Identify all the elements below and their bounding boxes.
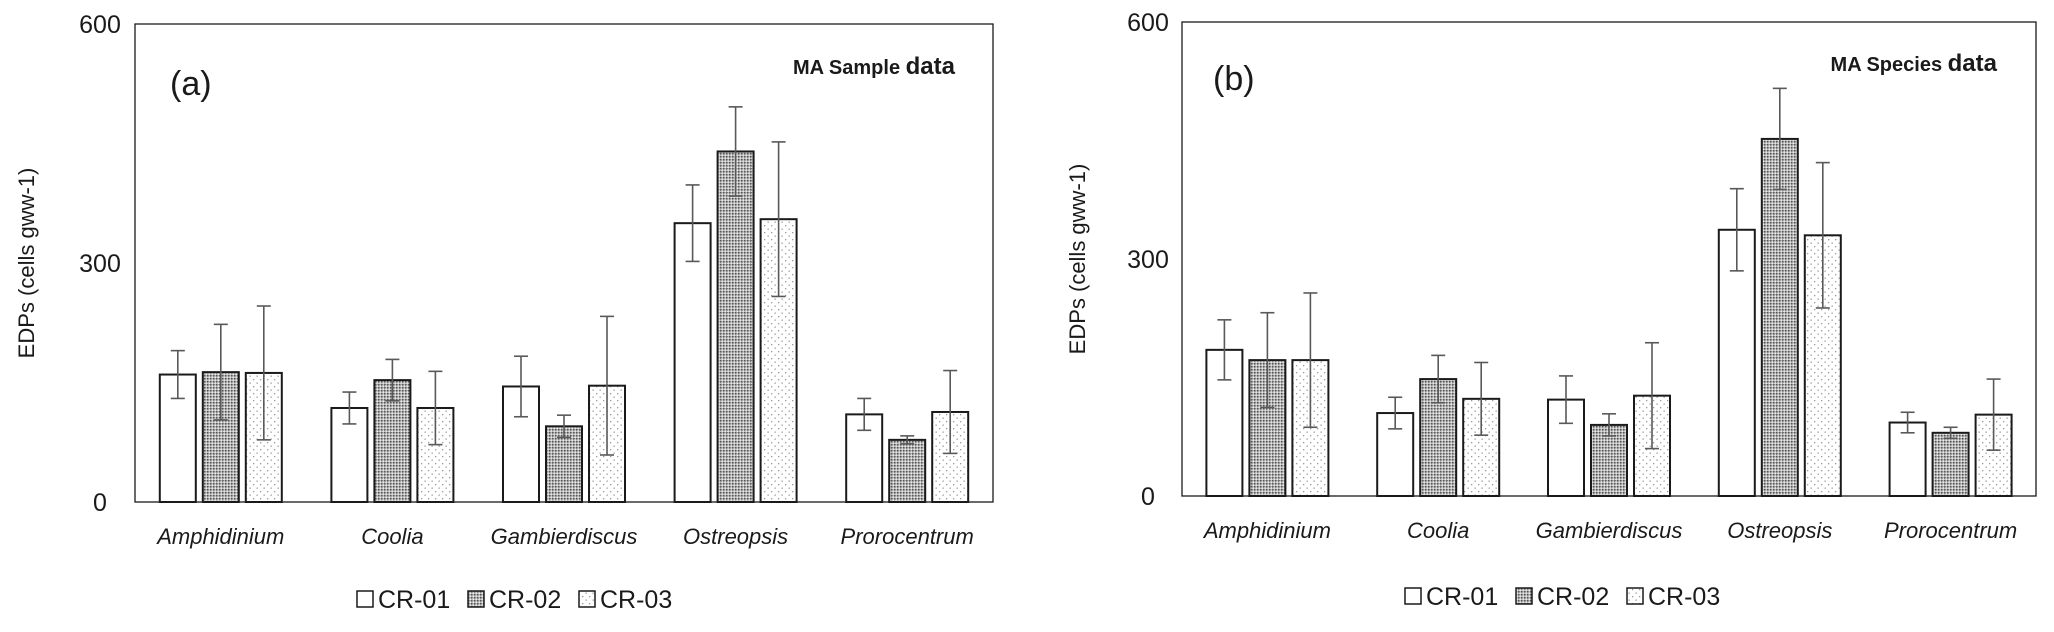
bar-cr-02-ostreopsis xyxy=(1760,137,1799,497)
legend-swatch xyxy=(1626,587,1644,605)
legend-item-cr-01: CR-01 xyxy=(1404,583,1498,611)
x-category-label: Coolia xyxy=(361,524,423,549)
legend-item-cr-02: CR-02 xyxy=(1515,583,1609,611)
error-bar-cr-02-ostreopsis xyxy=(1772,87,1787,191)
error-bar-cr-03-coolia xyxy=(1474,361,1489,436)
error-bar-cr-03-prorocentrum xyxy=(1986,378,2001,451)
legend-label: CR-01 xyxy=(378,586,450,614)
y-tick-label: 0 xyxy=(93,489,107,517)
legend-swatch xyxy=(467,590,485,608)
legend-label: CR-02 xyxy=(1537,583,1609,611)
error-bar-cr-01-gambierdiscus xyxy=(514,355,528,418)
error-bar-cr-02-coolia xyxy=(1431,354,1446,404)
panel-label: (a) xyxy=(170,65,212,103)
y-tick-label: 600 xyxy=(1127,9,1169,37)
legend-swatch xyxy=(1515,587,1533,605)
error-bar-cr-03-ostreopsis xyxy=(771,141,786,298)
error-bar-cr-01-gambierdiscus xyxy=(1559,375,1573,425)
legend-item-cr-03: CR-03 xyxy=(1626,583,1720,611)
x-category-label: Ostreopsis xyxy=(1727,518,1832,543)
error-bar-cr-03-coolia xyxy=(428,370,443,446)
bar-cr-02-coolia xyxy=(373,379,412,503)
legend-swatch xyxy=(578,590,596,608)
bar-cr-02-prorocentrum xyxy=(1931,431,1970,497)
y-tick-label: 300 xyxy=(1127,246,1169,274)
error-bar-cr-02-prorocentrum xyxy=(900,435,915,445)
bar-cr-01-prorocentrum xyxy=(1888,421,1927,497)
error-bar-cr-03-gambierdiscus xyxy=(1645,341,1659,450)
bar-cr-02-prorocentrum xyxy=(888,438,927,503)
error-bar-cr-02-prorocentrum xyxy=(1943,426,1958,440)
error-bar-cr-01-prorocentrum xyxy=(1900,411,1915,434)
legend-label: CR-03 xyxy=(1648,583,1720,611)
error-bar-cr-03-gambierdiscus xyxy=(600,315,614,456)
legend-label: CR-01 xyxy=(1426,583,1498,611)
chart-annotation: MA Sample data xyxy=(793,53,956,80)
error-bar-cr-02-ostreopsis xyxy=(728,106,743,197)
y-axis-label: EDPs (cells gww-1) xyxy=(14,168,39,359)
x-category-label: Prorocentrum xyxy=(841,524,974,549)
y-axis-label: EDPs (cells gww-1) xyxy=(1065,164,1090,355)
legend: CR-01 CR-02 CR-03 xyxy=(356,586,672,614)
error-bar-cr-01-amphidinium xyxy=(1217,319,1232,381)
legend-swatch xyxy=(1404,587,1422,605)
legend-item-cr-01: CR-01 xyxy=(356,586,450,614)
error-bar-cr-02-gambierdiscus xyxy=(557,414,571,439)
error-bar-cr-03-amphidinium xyxy=(256,305,271,441)
chart-annotation: MA Species data xyxy=(1831,50,1998,77)
x-category-label: Prorocentrum xyxy=(1884,518,2017,543)
legend-item-cr-02: CR-02 xyxy=(467,586,561,614)
y-tick-label: 0 xyxy=(1141,483,1155,511)
legend-item-cr-03: CR-03 xyxy=(578,586,672,614)
error-bar-cr-02-amphidinium xyxy=(1260,311,1275,409)
error-bar-cr-02-gambierdiscus xyxy=(1602,413,1616,437)
error-bar-cr-01-ostreopsis xyxy=(685,184,700,263)
error-bar-cr-01-amphidinium xyxy=(170,349,185,400)
legend: CR-01 CR-02 CR-03 xyxy=(1404,583,1720,611)
panel-label: (b) xyxy=(1213,60,1255,98)
legend-label: CR-02 xyxy=(489,586,561,614)
x-category-label: Amphidinium xyxy=(1202,518,1331,543)
error-bar-cr-02-coolia xyxy=(385,358,400,402)
y-tick-label: 600 xyxy=(79,11,121,39)
bar-cr-01-ostreopsis xyxy=(673,222,712,504)
error-bar-cr-03-prorocentrum xyxy=(943,369,958,455)
x-category-label: Gambierdiscus xyxy=(1536,518,1683,543)
error-bar-cr-01-coolia xyxy=(1388,396,1403,430)
bar-cr-02-ostreopsis xyxy=(716,150,755,503)
error-bar-cr-01-coolia xyxy=(342,391,357,425)
legend-label: CR-03 xyxy=(600,586,672,614)
error-bar-cr-03-amphidinium xyxy=(1303,292,1318,429)
x-category-label: Amphidinium xyxy=(155,524,284,549)
x-category-label: Ostreopsis xyxy=(683,524,788,549)
x-category-label: Coolia xyxy=(1407,518,1469,543)
error-bar-cr-03-ostreopsis xyxy=(1815,161,1830,309)
chart-panel-2: 600 300 0 EDPs (cells gww-1) (b) MA Species d… xyxy=(1065,9,2037,611)
bar-cr-01-ostreopsis xyxy=(1717,228,1756,498)
error-bar-cr-01-ostreopsis xyxy=(1729,187,1744,272)
error-bar-cr-02-amphidinium xyxy=(213,323,228,421)
error-bar-cr-01-prorocentrum xyxy=(857,397,872,432)
y-tick-label: 300 xyxy=(79,250,121,278)
legend-swatch xyxy=(356,590,374,608)
chart-panel-1: 600 300 0 EDPs (cells gww-1) (a) MA Sample da… xyxy=(14,11,994,614)
x-category-label: Gambierdiscus xyxy=(491,524,638,549)
